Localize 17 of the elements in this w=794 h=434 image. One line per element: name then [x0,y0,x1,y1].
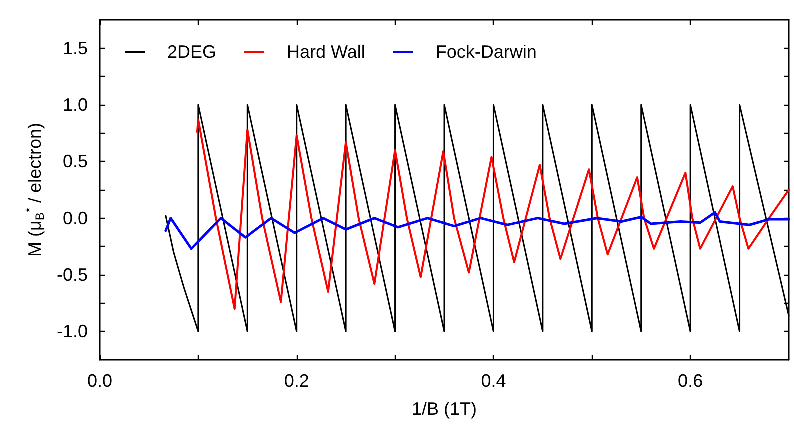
legend-label: Fock-Darwin [436,42,537,62]
x-tick-label: 0.4 [481,371,506,391]
x-tick-label: 0.0 [87,371,113,391]
legend-label: 2DEG [168,42,217,62]
line-series [164,211,790,250]
y-tick-label: 1.5 [62,38,88,58]
y-tick-label: -1.0 [56,322,88,342]
y-axis-title: M (μB* / electron) [23,122,48,258]
x-axis-title: 1/B (1T) [412,399,478,419]
y-tick-label: -0.5 [56,265,88,285]
x-tick-label: 0.6 [678,371,704,391]
line-series [196,118,790,310]
y-tick-label: 1.0 [62,95,88,115]
x-tick-label: 0.2 [284,371,310,391]
y-tick-label: 0.0 [62,208,88,228]
y-tick-label: 0.5 [62,152,88,172]
legend-label: Hard Wall [287,42,366,62]
